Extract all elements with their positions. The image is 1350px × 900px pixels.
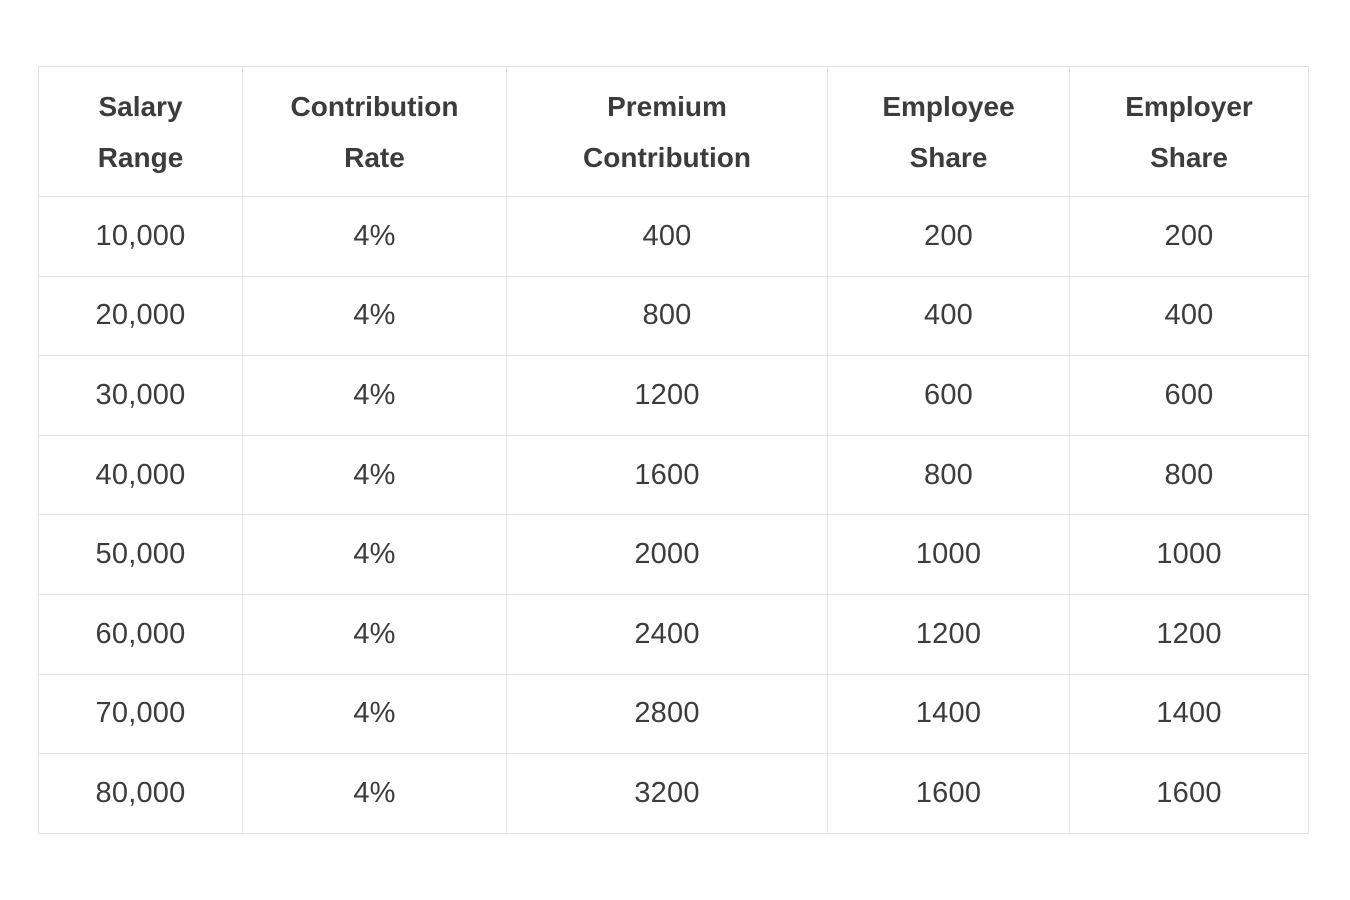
header-employer-share-line1: Employer <box>1125 90 1253 122</box>
cell-employee-share: 1600 <box>827 753 1070 834</box>
table-row: 80,000 4% 3200 1600 1600 <box>38 753 1309 834</box>
cell-salary: 60,000 <box>38 593 243 675</box>
cell-salary: 70,000 <box>38 673 243 755</box>
cell-salary: 20,000 <box>38 275 243 357</box>
cell-salary: 30,000 <box>38 355 243 436</box>
cell-employer-share: 400 <box>1069 275 1309 357</box>
cell-employee-share: 1000 <box>827 514 1070 595</box>
header-premium-contribution-line1: Premium <box>607 90 727 122</box>
cell-employee-share: 200 <box>827 196 1070 277</box>
header-employee-share-line2: Share <box>909 141 988 173</box>
cell-employee-share: 400 <box>827 275 1070 357</box>
cell-premium: 800 <box>506 275 828 357</box>
header-contribution-rate-line1: Contribution <box>290 90 459 122</box>
header-contribution-rate: Contribution Rate <box>242 66 507 197</box>
cell-salary: 50,000 <box>38 514 243 595</box>
cell-employee-share: 600 <box>827 355 1070 436</box>
cell-employee-share: 800 <box>827 434 1070 516</box>
contribution-table: Salary Range Contribution Rate Premium C… <box>38 66 1309 834</box>
cell-rate: 4% <box>242 673 507 755</box>
table-row: 10,000 4% 400 200 200 <box>38 196 1309 277</box>
cell-employer-share: 1200 <box>1069 593 1309 675</box>
cell-salary: 40,000 <box>38 434 243 516</box>
cell-rate: 4% <box>242 514 507 595</box>
cell-employer-share: 1400 <box>1069 673 1309 755</box>
cell-salary: 80,000 <box>38 753 243 834</box>
cell-rate: 4% <box>242 355 507 436</box>
header-premium-contribution: Premium Contribution <box>506 66 828 197</box>
cell-premium: 400 <box>506 196 828 277</box>
header-salary-range: Salary Range <box>38 66 243 197</box>
header-salary-range-line2: Range <box>97 141 184 173</box>
cell-employee-share: 1400 <box>827 673 1070 755</box>
cell-rate: 4% <box>242 275 507 357</box>
cell-rate: 4% <box>242 753 507 834</box>
table-row: 50,000 4% 2000 1000 1000 <box>38 514 1309 595</box>
cell-premium: 2400 <box>506 593 828 675</box>
header-contribution-rate-line2: Rate <box>344 141 405 173</box>
cell-employee-share: 1200 <box>827 593 1070 675</box>
cell-premium: 1600 <box>506 434 828 516</box>
cell-rate: 4% <box>242 434 507 516</box>
cell-rate: 4% <box>242 196 507 277</box>
table-row: 30,000 4% 1200 600 600 <box>38 355 1309 436</box>
cell-employer-share: 800 <box>1069 434 1309 516</box>
header-employee-share-line1: Employee <box>882 90 1015 122</box>
cell-employer-share: 1600 <box>1069 753 1309 834</box>
header-employer-share-line2: Share <box>1150 141 1228 173</box>
header-employee-share: Employee Share <box>827 66 1070 197</box>
contribution-table-container: Salary Range Contribution Rate Premium C… <box>38 66 1309 834</box>
header-premium-contribution-line2: Contribution <box>583 141 751 173</box>
cell-employer-share: 1000 <box>1069 514 1309 595</box>
table-row: 60,000 4% 2400 1200 1200 <box>38 593 1309 675</box>
header-row: Salary Range Contribution Rate Premium C… <box>38 66 1309 197</box>
cell-rate: 4% <box>242 593 507 675</box>
table-row: 20,000 4% 800 400 400 <box>38 275 1309 357</box>
cell-premium: 2000 <box>506 514 828 595</box>
cell-salary: 10,000 <box>38 196 243 277</box>
table-row: 70,000 4% 2800 1400 1400 <box>38 673 1309 755</box>
table-row: 40,000 4% 1600 800 800 <box>38 434 1309 516</box>
cell-premium: 3200 <box>506 753 828 834</box>
cell-premium: 1200 <box>506 355 828 436</box>
cell-employer-share: 200 <box>1069 196 1309 277</box>
cell-premium: 2800 <box>506 673 828 755</box>
cell-employer-share: 600 <box>1069 355 1309 436</box>
header-salary-range-line1: Salary <box>98 90 183 122</box>
header-employer-share: Employer Share <box>1069 66 1309 197</box>
